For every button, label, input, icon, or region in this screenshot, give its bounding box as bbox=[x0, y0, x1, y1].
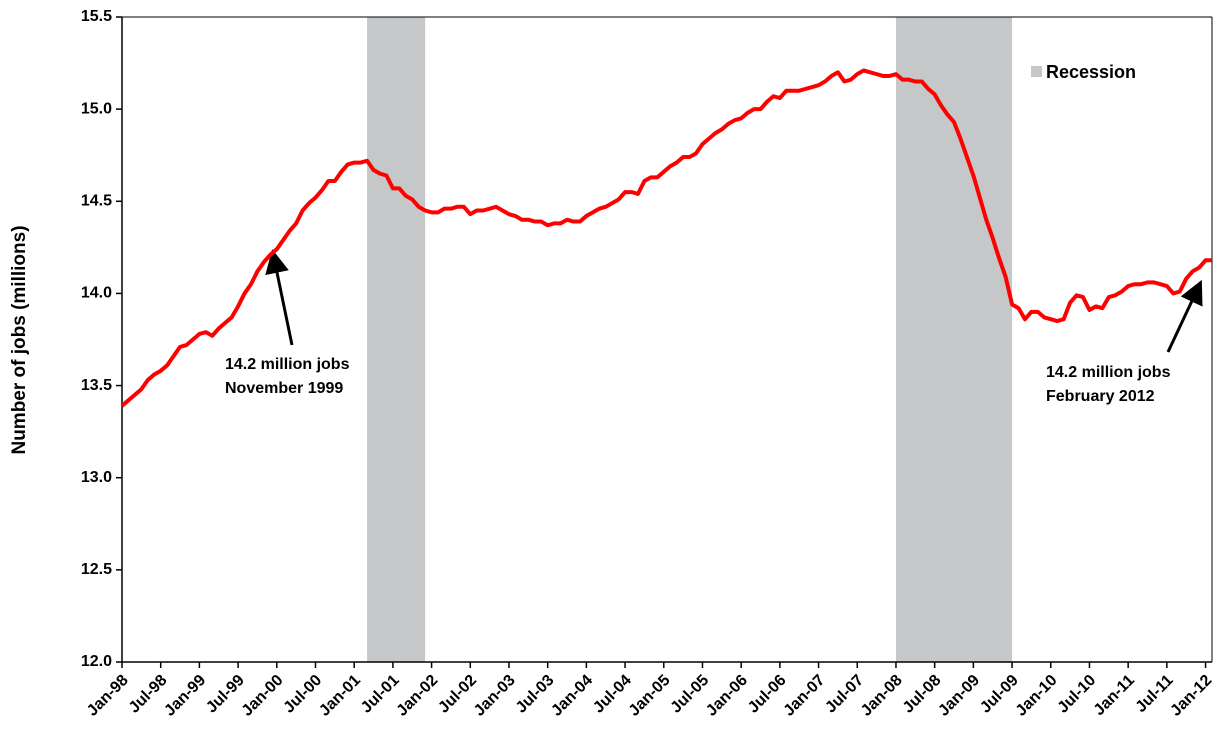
x-tick-label: Jan-05 bbox=[626, 672, 674, 720]
x-tick-label: Jan-12 bbox=[1167, 672, 1215, 720]
x-tick-label: Jan-99 bbox=[161, 672, 209, 720]
y-tick-label: 13.5 bbox=[81, 377, 112, 394]
x-tick-label: Jan-10 bbox=[1013, 672, 1061, 720]
y-axis-label: Number of jobs (millions) bbox=[9, 225, 30, 454]
x-tick-label: Jan-98 bbox=[84, 672, 132, 720]
annotation: February 2012 bbox=[1046, 388, 1155, 405]
x-tick-label: Jan-07 bbox=[781, 672, 829, 720]
annotation: 14.2 million jobs bbox=[1046, 364, 1171, 381]
y-tick-label: 15.0 bbox=[81, 100, 112, 117]
legend-swatch bbox=[1031, 66, 1042, 77]
annotation-arrow bbox=[1166, 279, 1203, 353]
annotation-arrow bbox=[265, 249, 294, 346]
legend-label: Recession bbox=[1046, 62, 1136, 82]
x-tick-label: Jan-03 bbox=[471, 672, 519, 720]
x-tick-label: Jan-09 bbox=[935, 672, 983, 720]
data-line bbox=[120, 68, 1212, 408]
x-tick-label: Jan-02 bbox=[394, 672, 442, 720]
y-tick-label: 12.5 bbox=[81, 561, 112, 578]
y-tick-label: 15.5 bbox=[81, 8, 112, 25]
y-tick-label: 14.0 bbox=[81, 285, 112, 302]
y-tick-label: 12.0 bbox=[81, 653, 112, 670]
x-tick-label: Jan-06 bbox=[703, 672, 751, 720]
x-tick-label: Jan-00 bbox=[239, 672, 287, 720]
y-tick-label: 14.5 bbox=[81, 193, 112, 210]
annotation: 14.2 million jobs bbox=[225, 356, 350, 373]
y-tick-label: 13.0 bbox=[81, 469, 112, 486]
recession-band bbox=[895, 17, 1013, 662]
x-tick-label: Jan-11 bbox=[1091, 672, 1138, 719]
recession-band bbox=[367, 17, 426, 662]
annotation: November 1999 bbox=[225, 380, 343, 397]
x-tick-label: Jan-01 bbox=[316, 672, 364, 720]
x-tick-label: Jan-04 bbox=[548, 672, 596, 720]
x-tick-label: Jan-08 bbox=[858, 672, 906, 720]
